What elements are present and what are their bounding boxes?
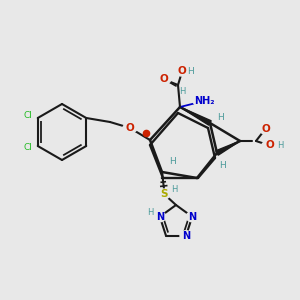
Text: O: O xyxy=(262,124,270,134)
Text: H: H xyxy=(169,158,176,166)
Ellipse shape xyxy=(157,74,171,84)
Text: Cl: Cl xyxy=(23,143,32,152)
Ellipse shape xyxy=(154,212,166,222)
Text: H: H xyxy=(147,208,153,217)
Text: N: N xyxy=(182,231,190,241)
Text: H: H xyxy=(187,67,194,76)
Ellipse shape xyxy=(158,189,170,199)
Text: H: H xyxy=(219,160,225,169)
Text: H: H xyxy=(171,185,177,194)
Polygon shape xyxy=(180,107,211,125)
Ellipse shape xyxy=(193,95,215,107)
Text: H: H xyxy=(277,140,283,149)
Ellipse shape xyxy=(262,140,282,150)
Text: O: O xyxy=(266,140,274,150)
Ellipse shape xyxy=(123,123,137,133)
Text: O: O xyxy=(178,66,186,76)
Text: Cl: Cl xyxy=(23,112,32,121)
Text: S: S xyxy=(160,189,168,199)
Text: N: N xyxy=(188,212,196,222)
Ellipse shape xyxy=(259,124,273,134)
Text: O: O xyxy=(126,123,134,133)
Text: H: H xyxy=(179,86,185,95)
Ellipse shape xyxy=(186,212,198,222)
Ellipse shape xyxy=(180,231,192,241)
Text: NH₂: NH₂ xyxy=(194,96,214,106)
Text: N: N xyxy=(156,212,164,222)
Text: O: O xyxy=(160,74,168,84)
Text: H: H xyxy=(217,113,224,122)
Ellipse shape xyxy=(175,66,189,76)
Polygon shape xyxy=(216,141,240,155)
